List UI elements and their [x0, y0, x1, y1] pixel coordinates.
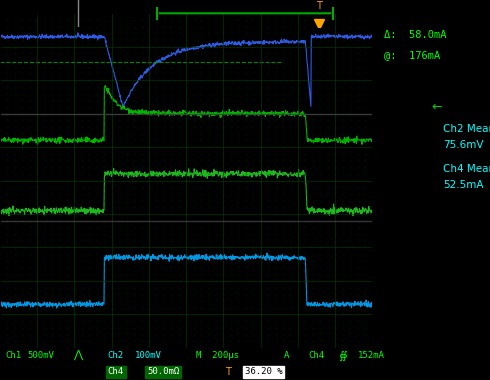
- Text: Ch2: Ch2: [108, 351, 124, 360]
- Text: ←: ←: [432, 100, 442, 114]
- Text: Tek: Tek: [5, 6, 31, 20]
- Text: Ch2 Mean: Ch2 Mean: [443, 124, 490, 134]
- Text: A: A: [284, 351, 290, 360]
- Text: 152mA: 152mA: [358, 351, 385, 360]
- Text: Ch4: Ch4: [309, 351, 325, 360]
- Text: M  200μs: M 200μs: [196, 351, 239, 360]
- Text: Ch4 Mean: Ch4 Mean: [443, 164, 490, 174]
- Text: 75.6mV: 75.6mV: [443, 140, 484, 150]
- Text: Δ:  58.0mA: Δ: 58.0mA: [384, 30, 447, 40]
- Text: @:  176mA: @: 176mA: [384, 50, 441, 60]
- Text: ∯: ∯: [338, 351, 347, 361]
- Text: 100mV: 100mV: [135, 351, 162, 360]
- Text: T: T: [225, 367, 231, 377]
- Text: 52.5mA: 52.5mA: [443, 180, 484, 190]
- Text: Ch4: Ch4: [108, 367, 124, 377]
- Text: 36.20 %: 36.20 %: [245, 367, 283, 377]
- Text: Stop: Stop: [27, 7, 55, 20]
- Text: Ch1: Ch1: [5, 351, 21, 360]
- Text: 50.0mΩ: 50.0mΩ: [147, 367, 179, 377]
- Text: ⋀: ⋀: [74, 351, 83, 361]
- Text: T: T: [316, 1, 321, 11]
- Text: 500mV: 500mV: [27, 351, 54, 360]
